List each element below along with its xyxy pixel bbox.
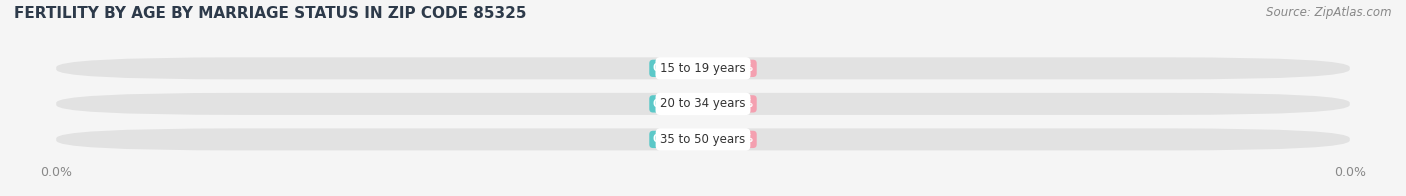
Text: 0.0%: 0.0% — [724, 99, 754, 109]
Text: Source: ZipAtlas.com: Source: ZipAtlas.com — [1267, 6, 1392, 19]
Text: 0.0%: 0.0% — [724, 63, 754, 73]
FancyBboxPatch shape — [56, 57, 1350, 79]
Text: FERTILITY BY AGE BY MARRIAGE STATUS IN ZIP CODE 85325: FERTILITY BY AGE BY MARRIAGE STATUS IN Z… — [14, 6, 527, 21]
Text: 20 to 34 years: 20 to 34 years — [661, 97, 745, 110]
Text: 0.0%: 0.0% — [652, 99, 682, 109]
FancyBboxPatch shape — [56, 93, 1350, 115]
FancyBboxPatch shape — [56, 128, 1350, 150]
Text: 35 to 50 years: 35 to 50 years — [661, 133, 745, 146]
Text: 15 to 19 years: 15 to 19 years — [661, 62, 745, 75]
Text: 0.0%: 0.0% — [652, 63, 682, 73]
Text: 0.0%: 0.0% — [652, 134, 682, 144]
Text: 0.0%: 0.0% — [724, 134, 754, 144]
